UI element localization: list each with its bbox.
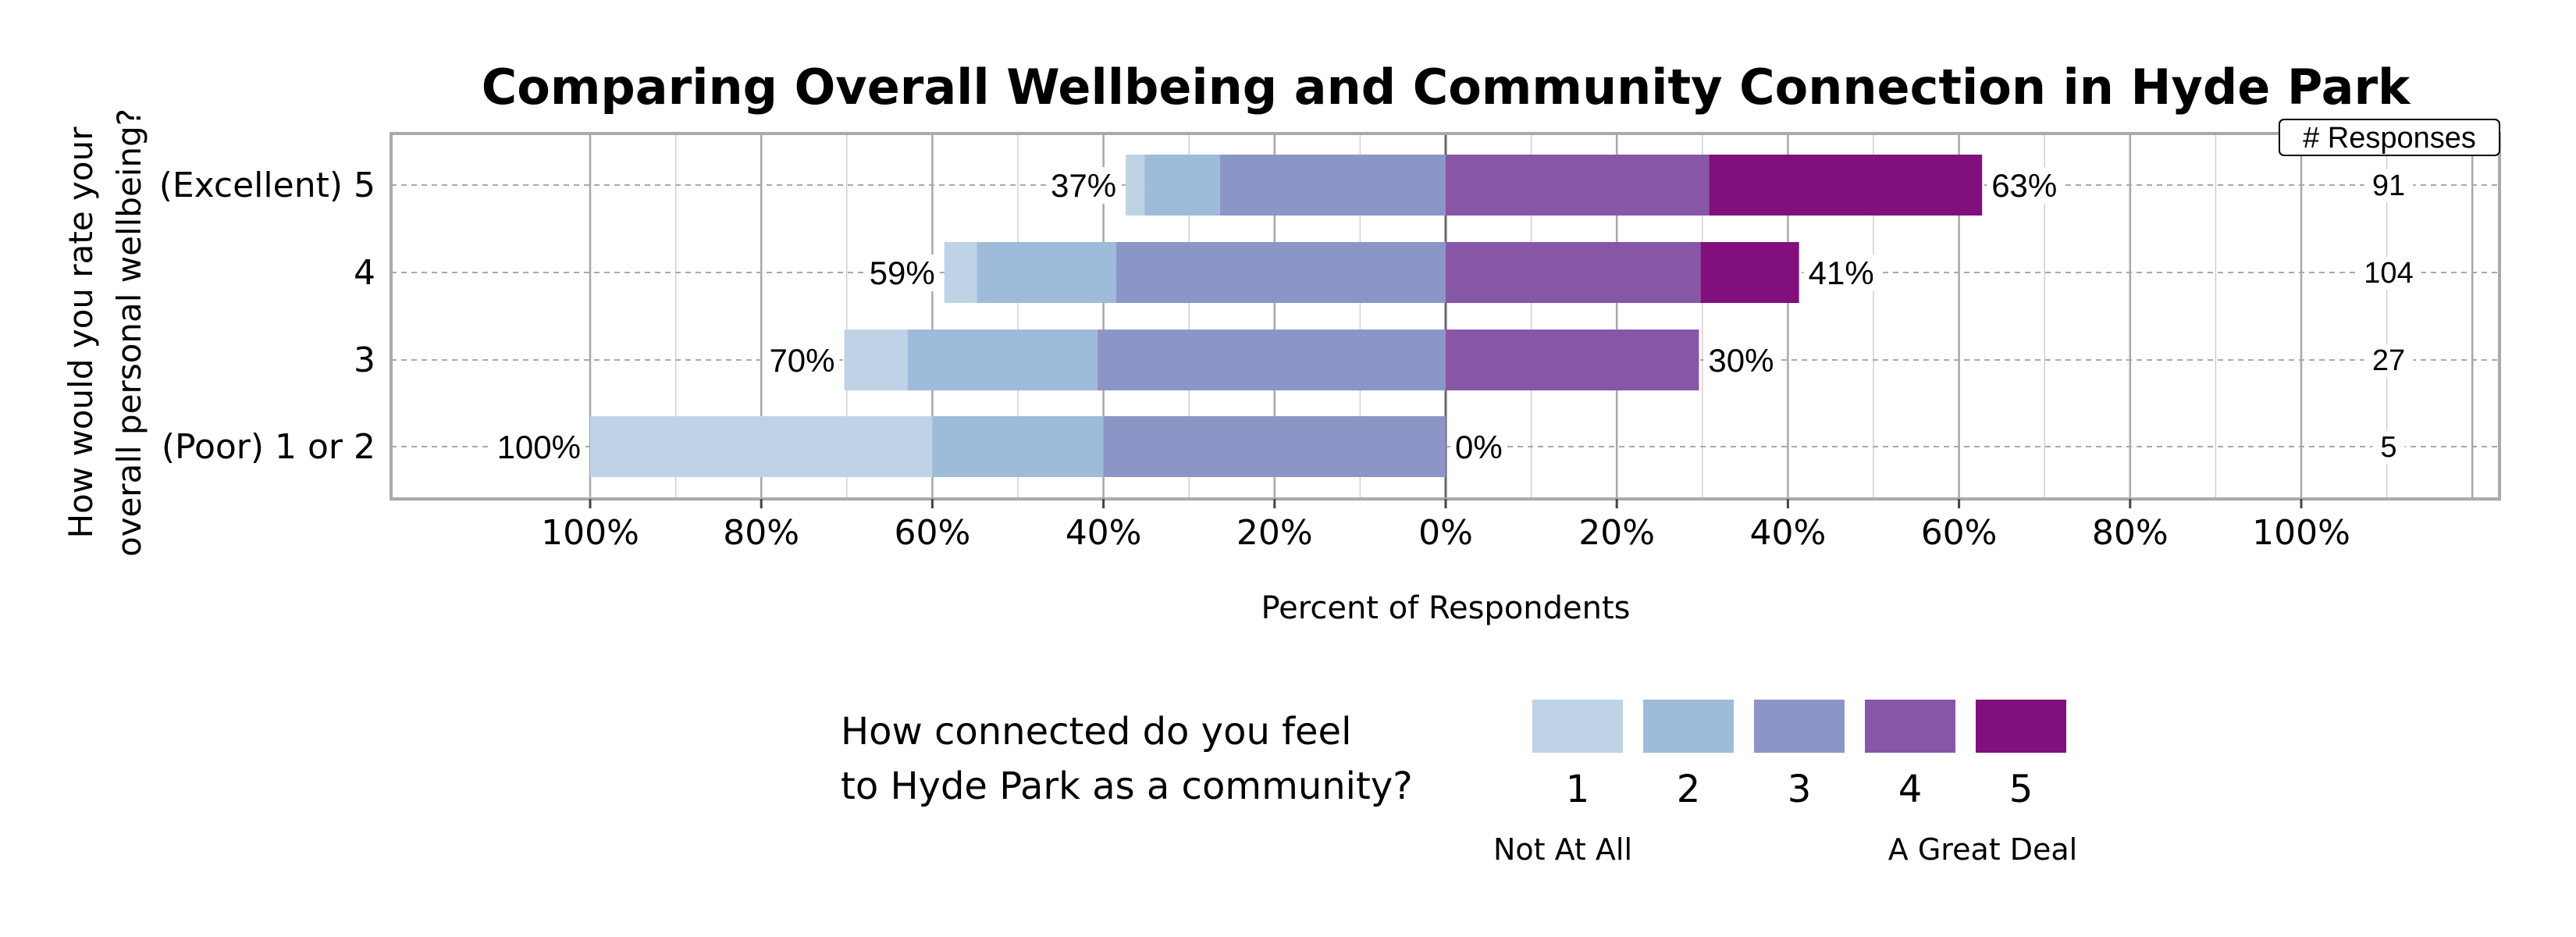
chart-title: Comparing Overall Wellbeing and Communit… (482, 59, 2411, 116)
bar-segment-2 (977, 242, 1117, 303)
bar-segment-2 (932, 416, 1104, 477)
legend: How connected do you feel to Hyde Park a… (841, 700, 2077, 867)
y-category-label: 4 (354, 253, 375, 293)
bar-segment-1 (590, 416, 933, 477)
legend-label: 1 (1566, 768, 1590, 811)
bar-segment-1 (1126, 155, 1145, 216)
x-tick-label: 20% (1236, 513, 1313, 553)
label-background (1987, 167, 2062, 204)
label-background (2364, 344, 2414, 377)
left-percent-label: 100% (497, 429, 581, 465)
y-category-label: 3 (354, 340, 375, 380)
label-background (864, 255, 940, 291)
left-percent-label: 37% (1051, 167, 1116, 204)
label-background (2356, 257, 2421, 290)
y-axis-title-line2: overall personal wellbeing? (110, 109, 148, 557)
left-percent-label: 70% (769, 342, 834, 379)
legend-label: 5 (2009, 768, 2033, 811)
bar-segment-5 (1700, 242, 1799, 303)
x-tick-label: 100% (2252, 513, 2350, 553)
right-percent-label: 0% (1455, 429, 1503, 465)
bar-segment-5 (1709, 155, 1983, 216)
label-background (2372, 431, 2405, 464)
left-percent-label: 59% (870, 255, 935, 291)
legend-title-line1: How connected do you feel (841, 710, 1351, 754)
bar-segment-2 (1144, 155, 1220, 216)
y-axis-title: How would you rate your overall personal… (62, 109, 148, 557)
y-axis-title-line1: How would you rate your (62, 126, 100, 539)
x-tick-label: 80% (2092, 513, 2169, 553)
bars (590, 155, 1983, 477)
x-tick-label: 40% (1750, 513, 1827, 553)
right-percent-label: 30% (1708, 342, 1774, 379)
labels: 100% 80% 60% 40% 20% 0% 20% 40% 60% 80% 100%(Excel… (159, 119, 2500, 553)
response-count: 27 (2372, 344, 2405, 377)
bar-segment-2 (907, 330, 1098, 390)
y-category-label: (Poor) 1 or 2 (162, 427, 375, 467)
right-percent-label: 41% (1809, 255, 1874, 291)
label-background (1803, 255, 1879, 291)
responses-header-box (2279, 119, 2500, 156)
legend-swatch-1 (1532, 700, 1623, 753)
legend-low-anchor: Not At All (1493, 832, 1632, 867)
label-background (1703, 342, 1779, 379)
legend-label: 2 (1677, 768, 1701, 811)
legend-swatch-4 (1865, 700, 1955, 753)
x-tick-label: 20% (1578, 513, 1655, 553)
label-background (2364, 169, 2414, 202)
label-background (1450, 429, 1507, 465)
legend-label: 4 (1898, 768, 1923, 811)
responses-header: # Responses (2303, 122, 2476, 155)
bar-segment-1 (944, 242, 977, 303)
bar-segment-3 (1219, 155, 1446, 216)
bar-segment-3 (1103, 416, 1446, 477)
legend-swatch-2 (1643, 700, 1734, 753)
legend-title-line2: to Hyde Park as a community? (841, 764, 1413, 808)
response-count: 104 (2364, 257, 2413, 290)
response-count: 91 (2372, 169, 2405, 202)
right-percent-label: 63% (1991, 167, 2057, 204)
legend-swatch-3 (1754, 700, 1845, 753)
legend-high-anchor: A Great Deal (1888, 832, 2077, 867)
label-background (492, 429, 585, 465)
x-tick-label: 0% (1418, 513, 1473, 553)
x-tick-label: 80% (723, 513, 799, 553)
legend-label: 3 (1788, 768, 1812, 811)
x-tick-label: 60% (1921, 513, 1998, 553)
response-count: 5 (2380, 431, 2396, 464)
label-background (1046, 167, 1122, 204)
legend-swatch-5 (1976, 700, 2066, 753)
bar-segment-4 (1446, 242, 1701, 303)
bar-segment-1 (844, 330, 908, 390)
x-tick-label: 40% (1066, 513, 1142, 553)
y-category-label: (Excellent) 5 (159, 166, 375, 205)
x-tick-label: 60% (895, 513, 971, 553)
bar-segment-3 (1116, 242, 1446, 303)
bar-segment-4 (1446, 330, 1699, 390)
x-axis-title: Percent of Respondents (1261, 590, 1630, 626)
x-tick-label: 100% (541, 513, 639, 553)
bar-segment-4 (1446, 155, 1710, 216)
label-background (764, 342, 840, 379)
bar-segment-3 (1097, 330, 1446, 390)
